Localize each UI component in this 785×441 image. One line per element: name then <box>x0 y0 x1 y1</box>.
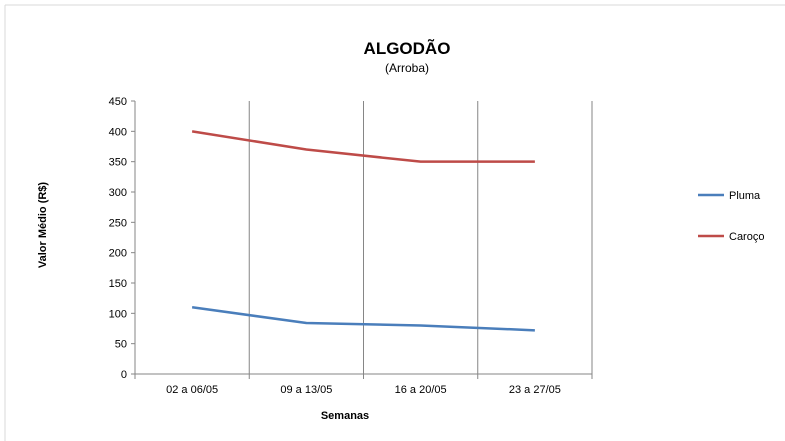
y-tick-label: 250 <box>109 217 127 229</box>
x-tick-label: 16 a 20/05 <box>395 384 447 396</box>
series-line-pluma <box>191 306 535 332</box>
y-tick-label: 200 <box>109 248 127 260</box>
y-axis: 0 50 100 150 200 250 300 350 400 450 <box>109 96 136 381</box>
x-axis-label: Semanas <box>321 410 369 422</box>
y-tick-label: 450 <box>109 96 127 108</box>
y-tick-label: 350 <box>109 157 127 169</box>
legend: Pluma Caroço <box>698 190 764 243</box>
legend-label: Caroço <box>729 231 764 243</box>
x-tick-label: 09 a 13/05 <box>280 384 332 396</box>
x-tick-label: 23 a 27/05 <box>509 384 561 396</box>
y-tick-label: 150 <box>109 278 127 290</box>
y-tick-label: 0 <box>121 369 127 381</box>
gridlines <box>248 101 593 374</box>
y-axis-label: Valor Médio (R$) <box>37 182 49 269</box>
y-tick-label: 50 <box>115 339 127 351</box>
chart-subtitle: (Arroba) <box>385 61 429 75</box>
y-tick-label: 300 <box>109 187 127 199</box>
series-layer <box>191 130 535 332</box>
x-axis: 02 a 06/05 09 a 13/05 16 a 20/05 23 a 27/05 <box>134 373 593 396</box>
series-line-caroço <box>191 130 535 163</box>
y-tick-label: 400 <box>109 126 127 138</box>
x-tick-label: 02 a 06/05 <box>166 384 218 396</box>
chart-title: ALGODÃO <box>364 38 451 58</box>
y-tick-label: 100 <box>109 308 127 320</box>
legend-label: Pluma <box>729 190 761 202</box>
